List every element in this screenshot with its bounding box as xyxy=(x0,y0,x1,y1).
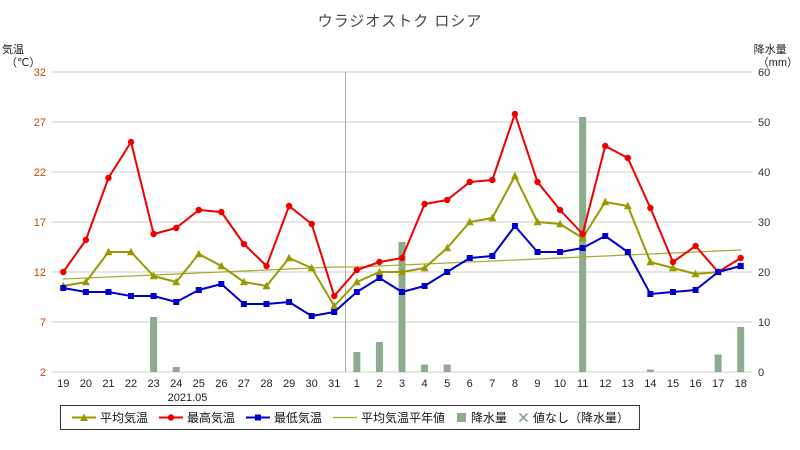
svg-text:30: 30 xyxy=(306,378,318,390)
svg-text:2: 2 xyxy=(40,367,46,379)
legend-item-min-temp: 最低気温 xyxy=(245,409,322,426)
svg-text:16: 16 xyxy=(689,378,701,390)
left-axis-label: 気温 xyxy=(2,44,24,56)
svg-text:17: 17 xyxy=(34,217,46,229)
svg-text:22: 22 xyxy=(34,167,46,179)
svg-text:29: 29 xyxy=(283,378,295,390)
x-axis-labels: 19 20 21 22 23 24 25 26 27 28 29 30 31 1 2 3 4 5 6 7 8 9 10 11 1… xyxy=(57,378,747,404)
svg-text:2: 2 xyxy=(376,378,382,390)
svg-text:2021.05: 2021.05 xyxy=(168,392,208,404)
legend-label-precip: 降水量 xyxy=(471,411,508,425)
svg-text:12: 12 xyxy=(599,378,611,390)
svg-text:7: 7 xyxy=(489,378,495,390)
max-temp-line-icon xyxy=(158,411,184,424)
svg-text:11: 11 xyxy=(577,378,588,390)
svg-text:0: 0 xyxy=(758,367,764,379)
right-axis-label: 降水量 xyxy=(753,44,787,56)
svg-text:20: 20 xyxy=(80,378,92,390)
svg-text:24: 24 xyxy=(170,378,182,390)
right-axis-title: 降水量 （mm） xyxy=(754,44,798,70)
svg-text:4: 4 xyxy=(422,378,428,390)
precip-bars xyxy=(150,117,745,372)
svg-text:32: 32 xyxy=(34,67,46,79)
legend-label-normal-temp: 平均気温平年値 xyxy=(361,411,446,425)
svg-text:27: 27 xyxy=(34,117,46,129)
series-最高気温 xyxy=(60,110,744,300)
avg-temp-line-icon xyxy=(71,411,97,424)
svg-text:50: 50 xyxy=(758,117,770,129)
svg-text:25: 25 xyxy=(193,378,205,390)
svg-text:28: 28 xyxy=(260,378,272,390)
svg-text:13: 13 xyxy=(622,378,634,390)
normal-temp-line-icon xyxy=(332,411,358,424)
precip-bar-icon xyxy=(455,411,468,424)
left-axis-unit: （℃） xyxy=(6,57,41,69)
svg-text:15: 15 xyxy=(667,378,679,390)
chart-title: ウラジオストク ロシア xyxy=(317,13,483,30)
svg-text:3: 3 xyxy=(399,378,405,390)
svg-text:21: 21 xyxy=(102,378,114,390)
svg-text:30: 30 xyxy=(758,217,770,229)
svg-text:12: 12 xyxy=(34,267,46,279)
no-value-cross-icon xyxy=(517,411,530,424)
legend-label-min-temp: 最低気温 xyxy=(273,411,322,425)
legend-label-no-value: 値なし（降水量） xyxy=(533,411,630,425)
svg-text:10: 10 xyxy=(758,317,770,329)
min-temp-line-icon xyxy=(245,411,271,424)
svg-text:23: 23 xyxy=(147,378,159,390)
right-axis-unit: （mm） xyxy=(757,57,798,69)
legend-item-precip: 降水量 xyxy=(455,409,507,426)
legend-label-avg-temp: 平均気温 xyxy=(99,411,148,425)
svg-text:6: 6 xyxy=(467,378,473,390)
svg-text:31: 31 xyxy=(328,378,340,390)
series-平均気温 xyxy=(59,171,745,310)
svg-text:10: 10 xyxy=(554,378,566,390)
svg-text:27: 27 xyxy=(238,378,250,390)
series-最低気温 xyxy=(60,223,744,319)
left-axis-title: 気温 （℃） xyxy=(2,44,40,70)
legend-item-normal-temp: 平均気温平年値 xyxy=(332,409,445,426)
svg-text:18: 18 xyxy=(735,378,747,390)
legend-label-max-temp: 最高気温 xyxy=(186,411,235,425)
legend-item-max-temp: 最高気温 xyxy=(158,409,235,426)
svg-text:17: 17 xyxy=(712,378,724,390)
svg-text:5: 5 xyxy=(444,378,450,390)
svg-text:26: 26 xyxy=(215,378,227,390)
svg-text:19: 19 xyxy=(57,378,69,390)
svg-text:7: 7 xyxy=(40,317,46,329)
legend-item-no-value: 値なし（降水量） xyxy=(517,409,629,426)
chart-legend: 平均気温 最高気温 最低気温 平均気温平年値 降水量 値なし（降水量） xyxy=(59,405,641,430)
svg-text:60: 60 xyxy=(758,67,770,79)
svg-text:40: 40 xyxy=(758,167,770,179)
svg-text:8: 8 xyxy=(512,378,518,390)
svg-text:9: 9 xyxy=(534,378,540,390)
legend-item-avg-temp: 平均気温 xyxy=(71,409,148,426)
svg-text:14: 14 xyxy=(644,378,656,390)
axis-tick-labels: 32 27 22 17 12 7 2 60 50 40 30 20 10 0 xyxy=(34,67,771,379)
svg-text:20: 20 xyxy=(758,267,770,279)
svg-text:1: 1 xyxy=(354,378,360,390)
svg-text:22: 22 xyxy=(125,378,137,390)
